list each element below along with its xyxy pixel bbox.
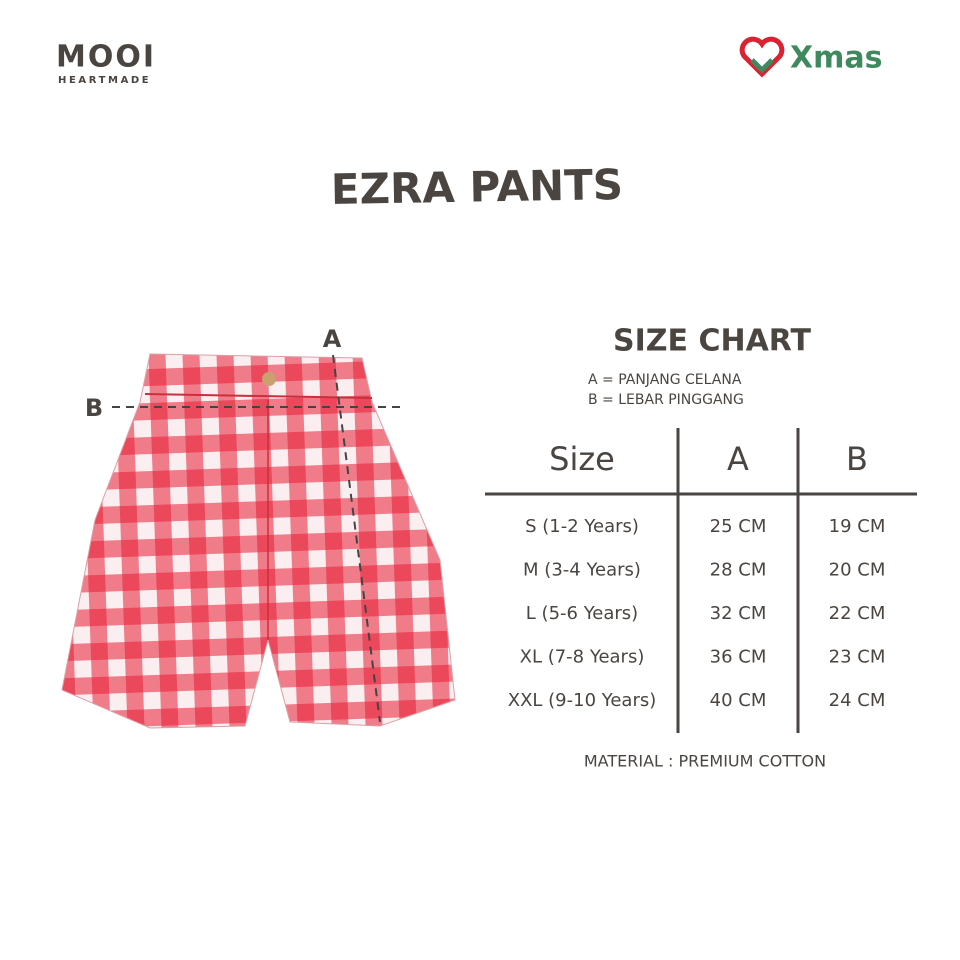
title: EZRA PANTS [330, 160, 623, 214]
size-table: Size A B S (1-2 Years) 25 CM 19 CM M (3-4 Year… [508, 440, 886, 711]
table-cell: 25 CM [710, 516, 767, 537]
brand-tagline: HEARTMADE [58, 75, 151, 86]
table-cell: L (5-6 Years) [526, 603, 638, 624]
table-cell: 28 CM [710, 560, 767, 581]
table-cell: 36 CM [710, 647, 767, 668]
badge-icon [739, 36, 785, 78]
label-a: A [323, 325, 342, 353]
chart-title: SIZE CHART [613, 324, 812, 359]
badge-text: Xmas [790, 41, 883, 76]
table-cell: 20 CM [829, 560, 886, 581]
legend-line: A = PANJANG CELANA [588, 372, 742, 388]
table-cell: M (3-4 Years) [523, 560, 641, 581]
table-cell: 23 CM [829, 647, 886, 668]
table-cell: 32 CM [710, 603, 767, 624]
table-cell: 19 CM [829, 516, 886, 537]
table-cell: XL (7-8 Years) [520, 647, 645, 668]
label-b: B [85, 394, 103, 422]
table-cell: 22 CM [829, 603, 886, 624]
material: MATERIAL : PREMIUM COTTON [584, 752, 826, 771]
dimension-a [332, 354, 381, 723]
table-header: B [846, 440, 868, 478]
table-header: Size [549, 440, 615, 478]
table-cell: S (1-2 Years) [525, 516, 639, 537]
brand-name: MOOI [56, 40, 156, 75]
table-header: A [727, 440, 749, 478]
legend-line: B = LEBAR PINGGANG [588, 392, 744, 408]
table-cell: XXL (9-10 Years) [508, 690, 657, 711]
table-cell: 24 CM [829, 690, 886, 711]
shorts-illustration [61, 353, 456, 729]
table-cell: 40 CM [710, 690, 767, 711]
